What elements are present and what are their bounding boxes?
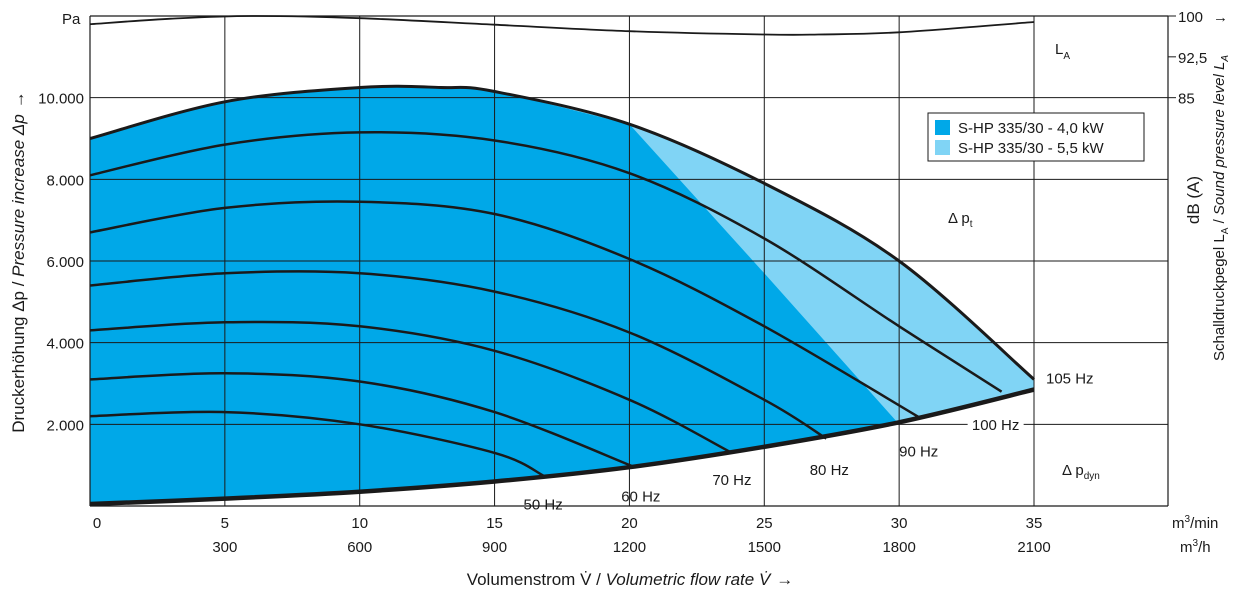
curve-label-50hz: 50 Hz [524, 496, 563, 513]
x-unit-min-label: m3/min [1172, 514, 1218, 532]
x-tick-label-min: 35 [1026, 515, 1043, 532]
x-tick-label-min: 30 [891, 515, 908, 532]
series-line-60hz [89, 372, 636, 469]
y-tick-label: 10.000 [38, 91, 84, 108]
x-tick-label-min: 0 [93, 515, 101, 532]
system-curve-line [89, 387, 1035, 507]
curve-label-bg [967, 415, 1024, 435]
grid-lines [90, 16, 1168, 506]
sound-level-line [89, 15, 1035, 36]
y2-axis-unit: dB (A) [1184, 176, 1203, 224]
series-line-105hz [89, 84, 1035, 381]
x-axis-title: Volumenstrom V̇ / Volumetric flow rate V… [467, 570, 794, 589]
legend-swatch-5-5kw [935, 140, 950, 155]
y-tick-label: 4.000 [46, 336, 84, 353]
curve-labels: 50 Hz 60 Hz 70 Hz 80 Hz 90 Hz 100 Hz 105 Hz [524, 370, 1094, 513]
y2-tick-label: 92,5 [1178, 50, 1207, 67]
x-tick-label-h: 2100 [1017, 539, 1050, 556]
y2-tick-label: 85 [1178, 91, 1195, 108]
curve-label-105hz: 105 Hz [1046, 370, 1094, 387]
x-tick-label-h: 1500 [748, 539, 781, 556]
y-unit-label: Pa [62, 11, 81, 28]
curve-label-60hz: 60 Hz [621, 488, 660, 505]
legend-label-5-5kw: S-HP 335/30 - 5,5 kW [958, 140, 1104, 157]
curve-label-100hz: 100 Hz [972, 417, 1020, 434]
curve-label-90hz: 90 Hz [899, 443, 938, 460]
series-line-70hz [89, 320, 733, 455]
x-unit-h-label: m3/h [1180, 538, 1211, 556]
curve-label-80hz: 80 Hz [810, 462, 849, 479]
la-label: LA [1055, 41, 1070, 62]
x-tick-label-min: 5 [221, 515, 229, 532]
legend-label-4kw: S-HP 335/30 - 4,0 kW [958, 120, 1104, 137]
dpt-label: Δ pt [948, 210, 973, 230]
y2-axis-title: Schalldruckpegel LA / Sound pressure lev… [1211, 55, 1231, 361]
y2-axis-arrow: → [1213, 9, 1228, 26]
x-tick-label-min: 15 [486, 515, 503, 532]
y2-tick-label: 100 [1178, 9, 1203, 26]
legend-box [927, 112, 1145, 162]
series-line-80hz [89, 270, 827, 440]
x-tick-label-min: 20 [621, 515, 638, 532]
y-tick-label: 8.000 [46, 172, 84, 189]
series-line-90hz [89, 200, 922, 420]
y-tick-label: 2.000 [46, 417, 84, 434]
x-tick-label-h: 600 [347, 539, 372, 556]
axis-ticks: 0 5 300 10 600 15 900 20 1200 25 1500 30 1800 35 2100 2… [38, 9, 1207, 556]
legend-swatch-4kw [935, 120, 950, 135]
series-line-100hz [89, 131, 1003, 393]
curve-label-70hz: 70 Hz [712, 472, 751, 489]
x-tick-label-h: 300 [212, 539, 237, 556]
x-tick-label-min: 10 [351, 515, 368, 532]
y-axis-title: Druckerhöhung Δp / Pressure increase Δp→ [9, 91, 28, 433]
operating-range-fills [90, 86, 1034, 504]
x-tick-label-h: 1200 [613, 539, 646, 556]
legend: S-HP 335/30 - 4,0 kW S-HP 335/30 - 5,5 k… [927, 112, 1145, 162]
x-tick-label-h: 1800 [882, 539, 915, 556]
dpdyn-label: Δ pdyn [1062, 462, 1100, 482]
x-tick-label-h: 900 [482, 539, 507, 556]
series-line-50hz [89, 410, 544, 477]
x-tick-label-min: 25 [756, 515, 773, 532]
y-tick-label: 6.000 [46, 254, 84, 271]
